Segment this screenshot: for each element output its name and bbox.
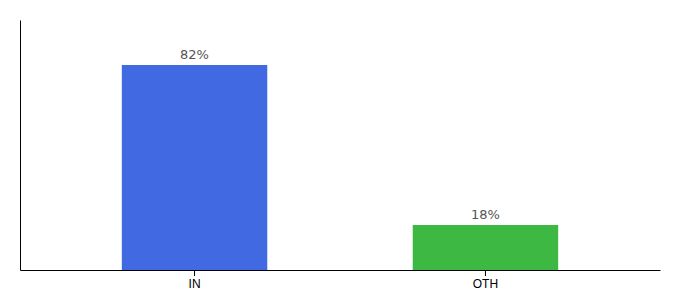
y-axis-line bbox=[20, 21, 21, 271]
x-tick-label: OTH bbox=[473, 277, 498, 291]
bar bbox=[413, 225, 558, 270]
x-tick-mark bbox=[194, 270, 195, 276]
x-tick-label: IN bbox=[189, 277, 201, 291]
x-tick: OTH bbox=[473, 270, 498, 291]
y-axis bbox=[20, 21, 21, 271]
data-label: 82% bbox=[180, 47, 209, 62]
data-labels: 82% 18% bbox=[180, 47, 500, 222]
x-tick-mark bbox=[485, 270, 486, 276]
x-axis-line bbox=[21, 270, 661, 271]
data-label: 18% bbox=[471, 207, 500, 222]
plot: 82% 18% IN OTH bbox=[21, 21, 661, 291]
x-axis: IN OTH bbox=[21, 270, 661, 291]
bar bbox=[122, 65, 267, 270]
chart: 82% 18% IN OTH bbox=[0, 0, 680, 300]
x-tick: IN bbox=[189, 270, 201, 291]
bars bbox=[122, 65, 558, 270]
